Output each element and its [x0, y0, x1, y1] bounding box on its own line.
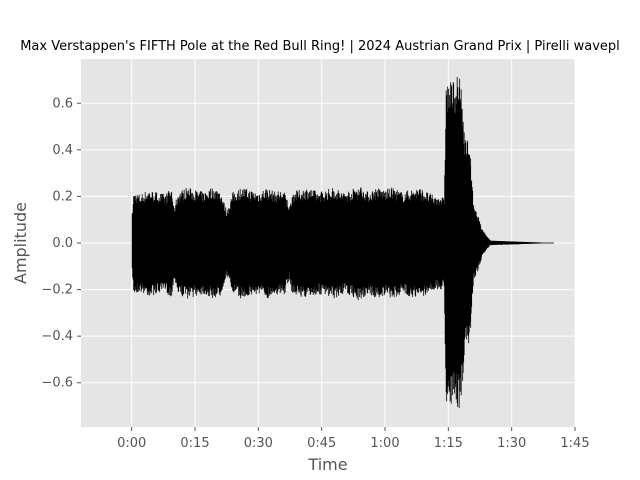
x-tick-label: 1:30 [497, 436, 526, 451]
y-tick-label: −0.2 [41, 283, 73, 298]
x-axis-label: Time [307, 455, 347, 474]
x-tick-label: 0:30 [244, 436, 273, 451]
y-tick-label: 0.4 [52, 143, 73, 158]
x-tick-label: 1:15 [434, 436, 463, 451]
y-tick-label: −0.6 [41, 376, 73, 391]
x-tick-label: 0:45 [307, 436, 336, 451]
y-tick-label: 0.2 [52, 189, 73, 204]
y-tick-label: 0.0 [52, 236, 73, 251]
waveform-series [131, 76, 555, 409]
y-tick-label: 0.6 [52, 96, 73, 111]
x-tick-label: 1:00 [370, 436, 399, 451]
waveform-trace [131, 76, 555, 409]
chart-title: Max Verstappen's FIFTH Pole at the Red B… [20, 39, 620, 54]
x-tick-label: 0:00 [117, 436, 146, 451]
x-tick-label: 0:15 [180, 436, 209, 451]
x-tick-label: 1:45 [560, 436, 589, 451]
y-axis-ticks: −0.6 −0.4 −0.2 0.0 0.2 0.4 0.6 [41, 96, 81, 391]
grid-lines [81, 59, 576, 427]
y-axis-label: Amplitude [11, 202, 30, 284]
x-axis-ticks: 0:00 0:15 0:30 0:45 1:00 1:15 1:30 1:45 [117, 427, 590, 451]
y-tick-label: −0.4 [41, 329, 73, 344]
